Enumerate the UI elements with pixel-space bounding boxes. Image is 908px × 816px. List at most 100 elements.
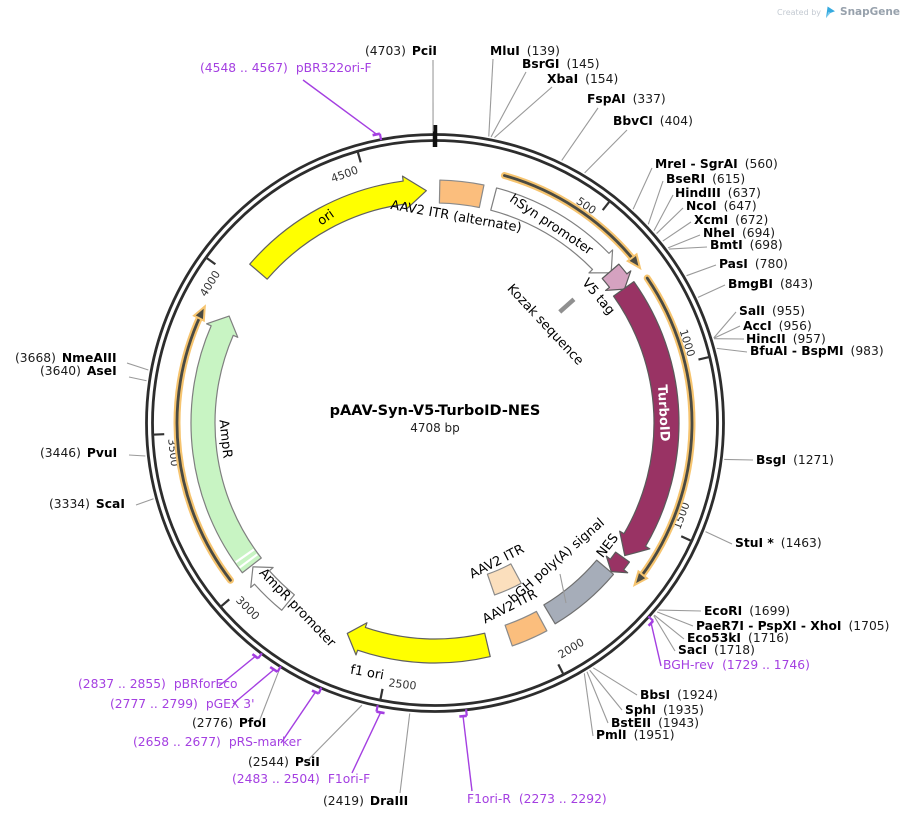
enzyme-label-bbvci[interactable]: BbvCI (404) bbox=[613, 114, 693, 128]
enzyme-label-bmgbi[interactable]: BmgBI (843) bbox=[728, 277, 814, 291]
feature-aav2-itr-inner[interactable] bbox=[486, 563, 522, 596]
primer-label-bgh-rev[interactable]: BGH-rev (1729 .. 1746) bbox=[663, 658, 810, 672]
enzyme-label-sali[interactable]: SalI (955) bbox=[739, 304, 806, 318]
callout-line bbox=[561, 107, 599, 161]
enzyme-label-paer7i-pspxi-xhoi[interactable]: PaeR7I - PspXI - XhoI (1705) bbox=[696, 619, 890, 633]
enzyme-label-bfuai-bspmi[interactable]: BfuAI - BspMI (983) bbox=[750, 344, 884, 358]
callout-line bbox=[658, 609, 702, 612]
feature-label-ampr-promoter: AmpR promoter bbox=[256, 566, 339, 651]
enzyme-label-bsgi[interactable]: BsgI (1271) bbox=[756, 453, 834, 467]
primer-site-prs-marker[interactable] bbox=[311, 689, 320, 695]
callout-line bbox=[656, 611, 694, 627]
callout-line bbox=[647, 180, 664, 225]
enzyme-label-pcii[interactable]: (4703) PciI bbox=[365, 44, 437, 58]
snapgene-watermark: Created by SnapGene bbox=[777, 5, 900, 19]
enzyme-label-nmeaiii[interactable]: (3668) NmeAIII bbox=[15, 351, 117, 365]
primer-label-pbrforeco[interactable]: (2837 .. 2855) pBRforEco bbox=[78, 677, 238, 691]
primer-site-f1ori-f[interactable] bbox=[376, 710, 385, 715]
feature-bgh-polya-signal[interactable] bbox=[543, 559, 615, 625]
primer-site-tick bbox=[317, 687, 323, 695]
callout-line bbox=[662, 221, 692, 242]
enzyme-label-pmli[interactable]: PmlI (1951) bbox=[596, 728, 675, 742]
feature-label-kozak-sequence: Kozak sequence bbox=[504, 282, 587, 369]
scale-tick-label: 3000 bbox=[233, 594, 262, 623]
primer-site-tick bbox=[647, 615, 654, 622]
primer-label-f1ori-f[interactable]: (2483 .. 2504) F1ori-F bbox=[232, 772, 371, 786]
enzyme-label-hindiii[interactable]: HindIII (637) bbox=[675, 186, 761, 200]
transcript-arc-arrowhead bbox=[625, 252, 642, 271]
primer-label-f1ori-r[interactable]: F1ori-R (2273 .. 2292) bbox=[467, 792, 607, 806]
primer-label-pbr322ori-f[interactable]: (4548 .. 4567) pBR322ori-F bbox=[200, 61, 372, 75]
feature-label-ampr: AmpR bbox=[216, 419, 235, 459]
primer-callout-line bbox=[302, 79, 377, 135]
enzyme-label-psii[interactable]: (2544) PsiI bbox=[248, 755, 320, 769]
scale-tick bbox=[356, 150, 362, 163]
plasmid-title-block: pAAV-Syn-V5-TurboID-NES 4708 bp bbox=[330, 403, 541, 435]
primer-site-pbrforeco[interactable] bbox=[251, 653, 259, 660]
primer-callout-line bbox=[351, 712, 382, 774]
callout-line bbox=[488, 58, 494, 137]
enzyme-label-ncoi[interactable]: NcoI (647) bbox=[686, 199, 757, 213]
enzyme-label-eco53ki[interactable]: Eco53kI (1716) bbox=[687, 631, 789, 645]
feature-kozak-sequence[interactable] bbox=[558, 297, 576, 314]
primer-callout-line bbox=[462, 716, 473, 792]
feature-nes[interactable] bbox=[605, 551, 631, 574]
enzyme-label-bmti[interactable]: BmtI (698) bbox=[710, 238, 783, 252]
enzyme-label-asei[interactable]: (3640) AseI bbox=[40, 364, 117, 378]
feature-aav2-itr[interactable] bbox=[504, 610, 548, 647]
scale-tick bbox=[698, 355, 711, 361]
enzyme-label-acci[interactable]: AccI (956) bbox=[743, 319, 812, 333]
scale-tick-label: 4000 bbox=[197, 268, 223, 299]
primer-label-prs-marker[interactable]: (2658 .. 2677) pRS-marker bbox=[133, 735, 302, 749]
enzyme-label-pvui[interactable]: (3446) PvuI bbox=[40, 446, 118, 460]
callout-line bbox=[724, 458, 754, 461]
enzyme-label-sphi[interactable]: SphI (1935) bbox=[625, 703, 704, 717]
feature-truncation-hatch bbox=[238, 553, 258, 569]
enzyme-label-mrei-sgrai[interactable]: MreI - SgrAI (560) bbox=[655, 157, 778, 171]
enzyme-label-bbsi[interactable]: BbsI (1924) bbox=[640, 688, 718, 702]
feature-f1-ori[interactable] bbox=[346, 622, 491, 664]
feature-ampr-promoter[interactable] bbox=[250, 566, 295, 611]
primer-site-tick bbox=[375, 705, 379, 712]
callout-line bbox=[667, 234, 701, 249]
callout-line bbox=[258, 669, 280, 723]
enzyme-label-xbai[interactable]: XbaI (154) bbox=[547, 72, 619, 86]
enzyme-label-bsteii[interactable]: BstEII (1943) bbox=[611, 716, 700, 730]
feature-aav2-itr-alternate[interactable] bbox=[438, 179, 485, 209]
primer-label-pgex-3[interactable]: (2777 .. 2799) pGEX 3' bbox=[110, 697, 255, 711]
enzyme-label-bseri[interactable]: BseRI (615) bbox=[666, 172, 746, 186]
enzyme-label-bsrgi[interactable]: BsrGI (145) bbox=[522, 57, 600, 71]
primer-site-pbr322ori-f[interactable] bbox=[372, 132, 381, 137]
primer-site-tick bbox=[464, 709, 468, 716]
feature-ampr[interactable] bbox=[190, 315, 262, 574]
enzyme-label-fspai[interactable]: FspAI (337) bbox=[587, 92, 666, 106]
callout-line bbox=[697, 284, 726, 298]
scale-tick bbox=[205, 256, 217, 266]
enzyme-label-mlui[interactable]: MluI (139) bbox=[490, 44, 560, 58]
enzyme-label-hincii[interactable]: HincII (957) bbox=[746, 332, 826, 346]
feature-turboid[interactable] bbox=[612, 281, 680, 557]
primer-callout-line bbox=[280, 692, 316, 744]
enzyme-label-nhei[interactable]: NheI (694) bbox=[703, 226, 776, 240]
callout-line bbox=[713, 325, 741, 339]
feature-v5-tag[interactable] bbox=[601, 263, 632, 292]
enzyme-label-scai[interactable]: (3334) ScaI bbox=[49, 497, 125, 511]
feature-label-turboid: TurboID bbox=[654, 384, 672, 442]
enzyme-label-stui[interactable]: StuI * (1463) bbox=[735, 536, 822, 550]
enzyme-label-draiii[interactable]: (2419) DraIII bbox=[323, 794, 409, 808]
transcript-arc-arrowhead bbox=[192, 304, 206, 323]
enzyme-label-xcmi[interactable]: XcmI (672) bbox=[694, 213, 769, 227]
callout-line bbox=[592, 667, 638, 696]
primer-site-tick bbox=[276, 665, 282, 673]
enzyme-label-pfoi[interactable]: (2776) PfoI bbox=[192, 716, 267, 730]
feature-ori[interactable] bbox=[249, 175, 427, 280]
enzyme-label-saci[interactable]: SacI (1718) bbox=[678, 643, 755, 657]
callout-line bbox=[668, 246, 708, 250]
enzyme-label-ecori[interactable]: EcoRI (1699) bbox=[704, 604, 791, 618]
callout-line bbox=[399, 713, 411, 794]
enzyme-label-pasi[interactable]: PasI (780) bbox=[719, 257, 788, 271]
watermark-created-by: Created by bbox=[777, 7, 822, 17]
primer-site-f1ori-r[interactable] bbox=[459, 714, 467, 718]
scale-tick bbox=[219, 598, 230, 609]
